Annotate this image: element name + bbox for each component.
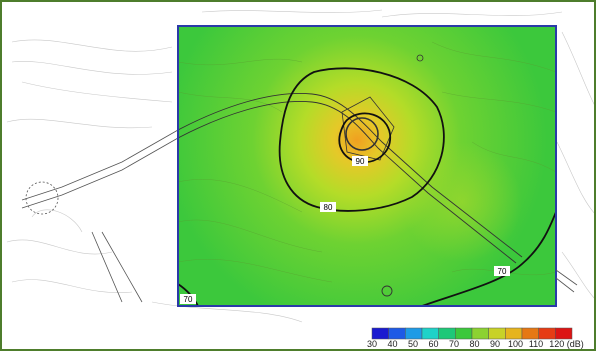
colorbar-segment xyxy=(521,327,539,340)
colorbar-tick-label: 120 (dB) xyxy=(549,339,584,349)
colorbar-tick-label: 40 xyxy=(387,339,398,349)
contour-70-east xyxy=(421,211,556,306)
colorbar-segment xyxy=(421,327,439,340)
colorbar-tick-labels: 30 40 50 60 70 80 90 100 110 120 (dB) xyxy=(358,339,594,349)
svg-text:90: 90 xyxy=(356,157,365,166)
colorbar-tick-label: 50 xyxy=(407,339,419,349)
colorbar-segment xyxy=(371,327,389,340)
colorbar-tick-label: 110 xyxy=(528,339,544,349)
colorbar-segment xyxy=(555,327,573,340)
svg-text:70: 70 xyxy=(498,267,507,276)
survey-marker-icon xyxy=(416,54,424,62)
colorbar-segment xyxy=(471,327,489,340)
colorbar-segment xyxy=(455,327,473,340)
colorbar-segment xyxy=(438,327,456,340)
noise-level-colorbar xyxy=(371,327,573,340)
contour-label-90: 90 xyxy=(352,156,368,166)
topographic-lines xyxy=(6,9,594,323)
svg-text:70: 70 xyxy=(184,295,193,304)
road-alignment-right xyxy=(555,269,578,293)
contour-label-70-east: 70 xyxy=(494,266,510,276)
colorbar-tick-label: 100 xyxy=(507,339,524,349)
colorbar-segment xyxy=(538,327,556,340)
colorbar-tick-label: 90 xyxy=(489,339,501,349)
colorbar-segment xyxy=(488,327,506,340)
colorbar-tick-label: 30 xyxy=(366,339,378,349)
colorbar-segment xyxy=(505,327,523,340)
svg-text:80: 80 xyxy=(324,203,333,212)
contour-label-80: 80 xyxy=(320,202,336,212)
colorbar-tick-label: 60 xyxy=(428,339,439,349)
colorbar-tick-label: 70 xyxy=(448,339,460,349)
colorbar-tick-label: 80 xyxy=(469,339,480,349)
road-alignment-left xyxy=(21,129,179,303)
colorbar-segment xyxy=(388,327,406,340)
survey-marker-icon xyxy=(381,285,393,297)
colorbar-segment xyxy=(405,327,423,340)
contour-label-70-west: 70 xyxy=(180,294,196,304)
contour-80 xyxy=(278,67,445,212)
